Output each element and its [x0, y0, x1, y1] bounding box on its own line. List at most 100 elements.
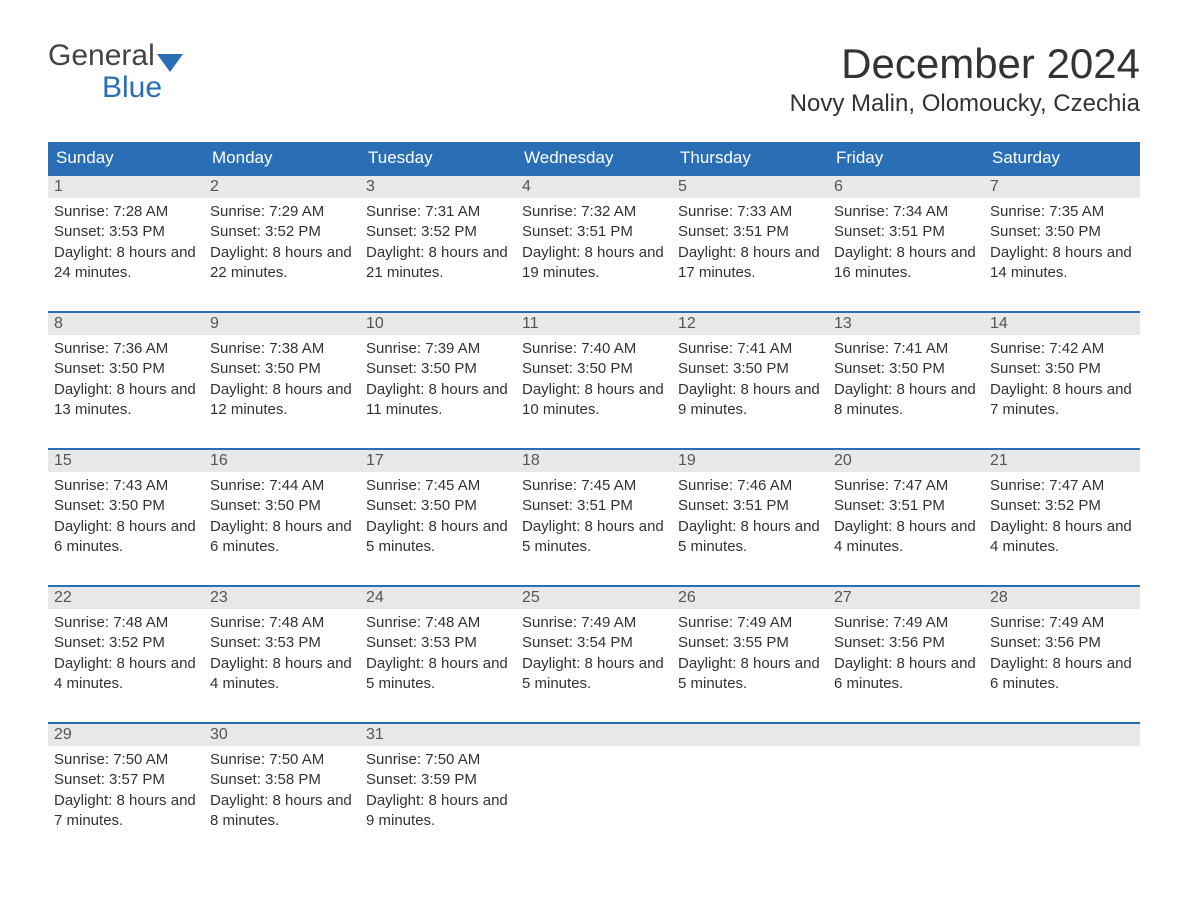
day-number: 27 — [828, 585, 984, 609]
day-number: 25 — [516, 585, 672, 609]
day-number — [828, 722, 984, 746]
day-number: 16 — [204, 448, 360, 472]
daylight-line: Daylight: 8 hours and 5 minutes. — [366, 654, 510, 695]
day-header: Friday — [828, 142, 984, 174]
day-number: 13 — [828, 311, 984, 335]
day-number: 31 — [360, 722, 516, 746]
sunrise-line: Sunrise: 7:42 AM — [990, 339, 1134, 359]
day-body: Sunrise: 7:44 AMSunset: 3:50 PMDaylight:… — [204, 472, 360, 585]
day-number: 14 — [984, 311, 1140, 335]
day-cell: 21Sunrise: 7:47 AMSunset: 3:52 PMDayligh… — [984, 448, 1140, 585]
day-cell: 19Sunrise: 7:46 AMSunset: 3:51 PMDayligh… — [672, 448, 828, 585]
day-number: 17 — [360, 448, 516, 472]
day-body: Sunrise: 7:32 AMSunset: 3:51 PMDaylight:… — [516, 198, 672, 311]
logo-word1: General — [48, 40, 155, 72]
sunrise-line: Sunrise: 7:45 AM — [522, 476, 666, 496]
day-cell: 20Sunrise: 7:47 AMSunset: 3:51 PMDayligh… — [828, 448, 984, 585]
day-header: Wednesday — [516, 142, 672, 174]
sunset-line: Sunset: 3:56 PM — [834, 633, 978, 653]
day-body: Sunrise: 7:47 AMSunset: 3:52 PMDaylight:… — [984, 472, 1140, 585]
sunrise-line: Sunrise: 7:43 AM — [54, 476, 198, 496]
sunrise-line: Sunrise: 7:34 AM — [834, 202, 978, 222]
sunset-line: Sunset: 3:51 PM — [522, 222, 666, 242]
day-header: Saturday — [984, 142, 1140, 174]
sunrise-line: Sunrise: 7:39 AM — [366, 339, 510, 359]
day-body: Sunrise: 7:48 AMSunset: 3:53 PMDaylight:… — [204, 609, 360, 722]
sunrise-line: Sunrise: 7:35 AM — [990, 202, 1134, 222]
day-cell: 15Sunrise: 7:43 AMSunset: 3:50 PMDayligh… — [48, 448, 204, 585]
day-number: 26 — [672, 585, 828, 609]
day-cell: 5Sunrise: 7:33 AMSunset: 3:51 PMDaylight… — [672, 174, 828, 311]
day-body: Sunrise: 7:45 AMSunset: 3:51 PMDaylight:… — [516, 472, 672, 585]
sunrise-line: Sunrise: 7:31 AM — [366, 202, 510, 222]
day-number: 22 — [48, 585, 204, 609]
sunrise-line: Sunrise: 7:44 AM — [210, 476, 354, 496]
daylight-line: Daylight: 8 hours and 4 minutes. — [834, 517, 978, 558]
day-body: Sunrise: 7:49 AMSunset: 3:56 PMDaylight:… — [828, 609, 984, 722]
day-number: 3 — [360, 174, 516, 198]
day-cell: 1Sunrise: 7:28 AMSunset: 3:53 PMDaylight… — [48, 174, 204, 311]
week-row: 1Sunrise: 7:28 AMSunset: 3:53 PMDaylight… — [48, 174, 1140, 311]
sunset-line: Sunset: 3:52 PM — [54, 633, 198, 653]
day-cell: 18Sunrise: 7:45 AMSunset: 3:51 PMDayligh… — [516, 448, 672, 585]
day-body: Sunrise: 7:38 AMSunset: 3:50 PMDaylight:… — [204, 335, 360, 448]
sunset-line: Sunset: 3:59 PM — [366, 770, 510, 790]
day-cell: 28Sunrise: 7:49 AMSunset: 3:56 PMDayligh… — [984, 585, 1140, 722]
sunset-line: Sunset: 3:52 PM — [366, 222, 510, 242]
day-cell — [828, 722, 984, 859]
day-cell: 31Sunrise: 7:50 AMSunset: 3:59 PMDayligh… — [360, 722, 516, 859]
sunset-line: Sunset: 3:55 PM — [678, 633, 822, 653]
sunrise-line: Sunrise: 7:48 AM — [210, 613, 354, 633]
sunrise-line: Sunrise: 7:49 AM — [834, 613, 978, 633]
day-number: 15 — [48, 448, 204, 472]
header: General Blue December 2024 Novy Malin, O… — [48, 40, 1140, 118]
day-body: Sunrise: 7:31 AMSunset: 3:52 PMDaylight:… — [360, 198, 516, 311]
sunrise-line: Sunrise: 7:47 AM — [990, 476, 1134, 496]
day-cell: 22Sunrise: 7:48 AMSunset: 3:52 PMDayligh… — [48, 585, 204, 722]
daylight-line: Daylight: 8 hours and 16 minutes. — [834, 243, 978, 284]
day-number: 19 — [672, 448, 828, 472]
day-cell: 2Sunrise: 7:29 AMSunset: 3:52 PMDaylight… — [204, 174, 360, 311]
day-number: 7 — [984, 174, 1140, 198]
sunset-line: Sunset: 3:50 PM — [990, 359, 1134, 379]
day-cell: 30Sunrise: 7:50 AMSunset: 3:58 PMDayligh… — [204, 722, 360, 859]
daylight-line: Daylight: 8 hours and 10 minutes. — [522, 380, 666, 421]
day-body — [516, 746, 672, 836]
daylight-line: Daylight: 8 hours and 21 minutes. — [366, 243, 510, 284]
sunrise-line: Sunrise: 7:40 AM — [522, 339, 666, 359]
day-cell: 27Sunrise: 7:49 AMSunset: 3:56 PMDayligh… — [828, 585, 984, 722]
day-number: 18 — [516, 448, 672, 472]
day-body: Sunrise: 7:49 AMSunset: 3:54 PMDaylight:… — [516, 609, 672, 722]
sunset-line: Sunset: 3:51 PM — [678, 222, 822, 242]
sunset-line: Sunset: 3:58 PM — [210, 770, 354, 790]
week-row: 8Sunrise: 7:36 AMSunset: 3:50 PMDaylight… — [48, 311, 1140, 448]
daylight-line: Daylight: 8 hours and 4 minutes. — [990, 517, 1134, 558]
day-cell: 23Sunrise: 7:48 AMSunset: 3:53 PMDayligh… — [204, 585, 360, 722]
day-cell: 14Sunrise: 7:42 AMSunset: 3:50 PMDayligh… — [984, 311, 1140, 448]
sunset-line: Sunset: 3:51 PM — [678, 496, 822, 516]
month-title: December 2024 — [790, 40, 1140, 88]
sunrise-line: Sunrise: 7:36 AM — [54, 339, 198, 359]
day-header: Monday — [204, 142, 360, 174]
sunset-line: Sunset: 3:51 PM — [522, 496, 666, 516]
day-cell: 17Sunrise: 7:45 AMSunset: 3:50 PMDayligh… — [360, 448, 516, 585]
daylight-line: Daylight: 8 hours and 5 minutes. — [678, 654, 822, 695]
daylight-line: Daylight: 8 hours and 4 minutes. — [54, 654, 198, 695]
day-number: 30 — [204, 722, 360, 746]
sunrise-line: Sunrise: 7:45 AM — [366, 476, 510, 496]
sunset-line: Sunset: 3:50 PM — [990, 222, 1134, 242]
daylight-line: Daylight: 8 hours and 5 minutes. — [678, 517, 822, 558]
day-body — [828, 746, 984, 836]
daylight-line: Daylight: 8 hours and 7 minutes. — [54, 791, 198, 832]
day-number: 23 — [204, 585, 360, 609]
day-number: 8 — [48, 311, 204, 335]
day-number: 9 — [204, 311, 360, 335]
day-body: Sunrise: 7:48 AMSunset: 3:53 PMDaylight:… — [360, 609, 516, 722]
day-cell — [984, 722, 1140, 859]
day-body: Sunrise: 7:43 AMSunset: 3:50 PMDaylight:… — [48, 472, 204, 585]
sunset-line: Sunset: 3:50 PM — [210, 359, 354, 379]
day-number — [984, 722, 1140, 746]
day-cell: 3Sunrise: 7:31 AMSunset: 3:52 PMDaylight… — [360, 174, 516, 311]
day-cell: 6Sunrise: 7:34 AMSunset: 3:51 PMDaylight… — [828, 174, 984, 311]
day-body: Sunrise: 7:36 AMSunset: 3:50 PMDaylight:… — [48, 335, 204, 448]
